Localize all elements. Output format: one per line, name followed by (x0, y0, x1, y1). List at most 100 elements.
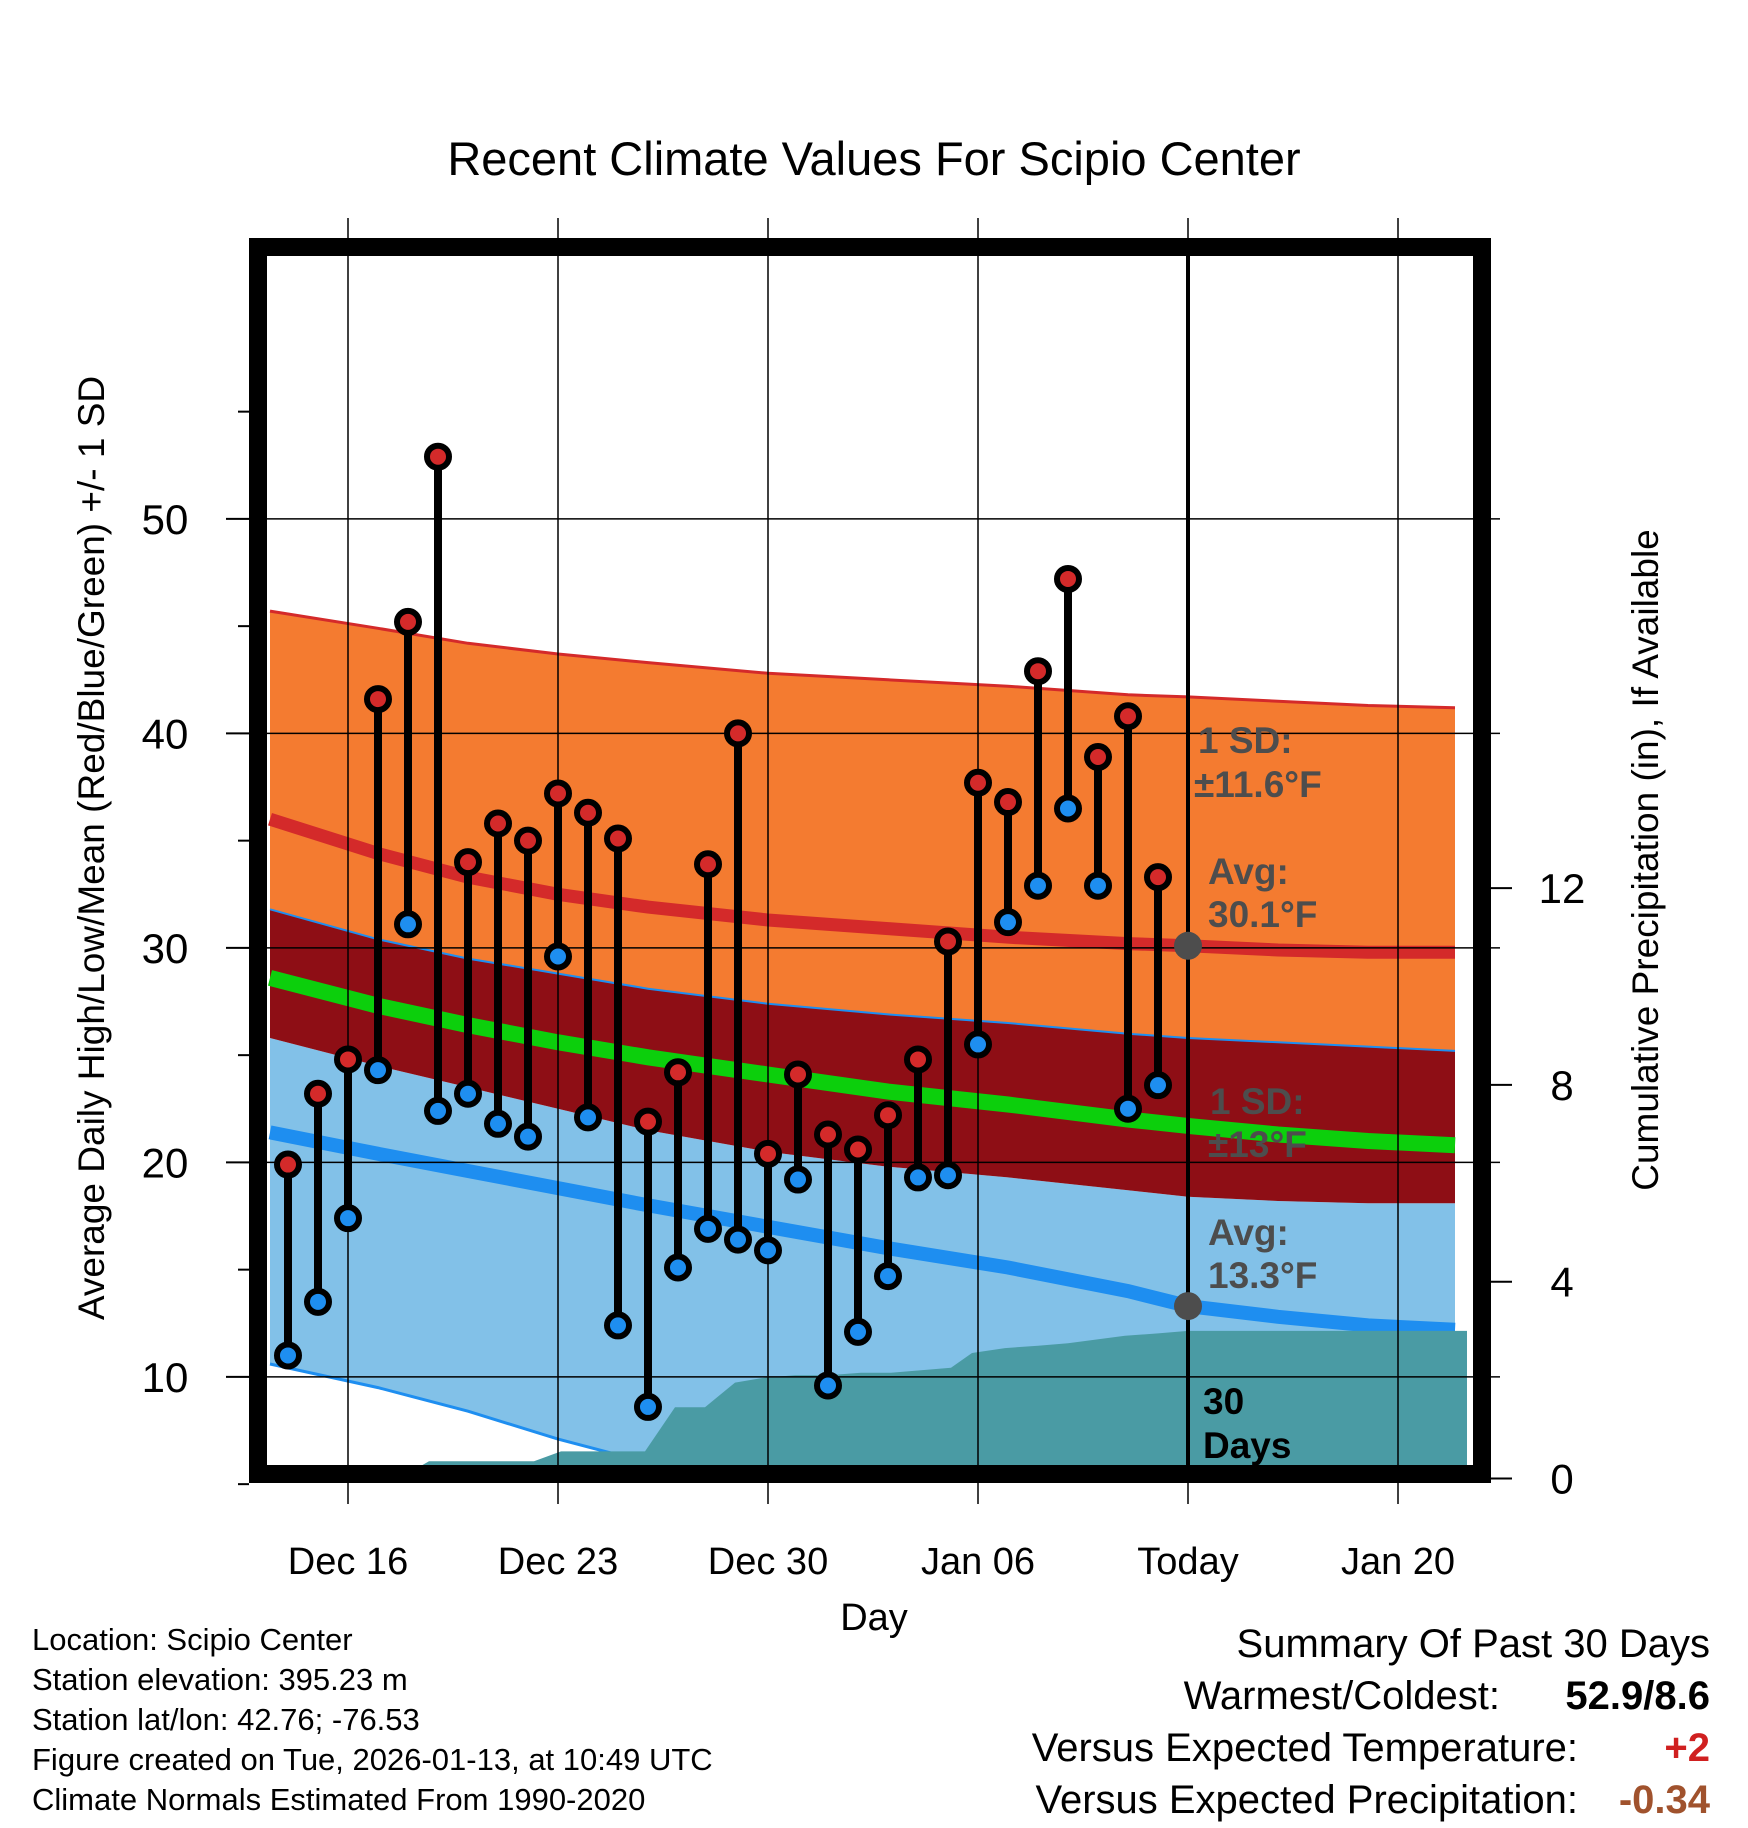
low-lower-line (269, 1362, 714, 1474)
y-tick-label: 40 (142, 710, 189, 757)
low-avg-label: Avg: (1208, 1212, 1289, 1253)
high-avg-value: 30.1°F (1208, 894, 1317, 935)
period-label-days: Days (1203, 1425, 1291, 1466)
obs-high-dot (904, 1045, 932, 1074)
obs-low-dot (634, 1392, 662, 1421)
normals-text: Climate Normals Estimated From 1990-2020 (32, 1782, 646, 1817)
y2-axis-label: Cumulative Precipitation (in), If Availa… (1625, 529, 1666, 1191)
obs-high-dot (1084, 742, 1112, 771)
y-tick-label: 50 (142, 496, 189, 543)
obs-low-dot (604, 1311, 632, 1340)
obs-low-dot (754, 1236, 782, 1265)
obs-high-dot (964, 768, 992, 797)
obs-high-dot (394, 607, 422, 636)
obs-high-dot (934, 927, 962, 956)
obs-low-dot (664, 1253, 692, 1282)
obs-high-dot (454, 848, 482, 877)
precip-versus-value: -0.34 (1618, 1778, 1710, 1822)
x-tick-label: Dec 23 (498, 1541, 618, 1583)
latlon-text: Station lat/lon: 42.76; -76.53 (32, 1702, 420, 1737)
obs-high-dot (334, 1045, 362, 1074)
low-avg-marker (1174, 1292, 1202, 1321)
summary-panel: Summary Of Past 30 Days Warmest/Coldest:… (610, 1618, 1710, 1826)
high-sd-value: ±11.6°F (1194, 764, 1322, 805)
obs-low-dot (394, 910, 422, 939)
obs-high-dot (634, 1107, 662, 1136)
obs-low-dot (1084, 871, 1112, 900)
x-tick-label: Dec 16 (288, 1541, 408, 1583)
obs-low-dot (1114, 1094, 1142, 1123)
y2-tick-label: 4 (1550, 1259, 1573, 1306)
high-avg-marker (1174, 931, 1202, 960)
obs-low-dot (1024, 871, 1052, 900)
high-sd-label: 1 SD: (1198, 720, 1293, 761)
y2-tick-label: 8 (1550, 1062, 1573, 1109)
summary-row-warmest: Warmest/Coldest: 52.9/8.6 (610, 1670, 1710, 1722)
obs-low-dot (274, 1341, 302, 1370)
obs-high-dot (514, 826, 542, 855)
obs-high-dot (784, 1060, 812, 1089)
plot-frame (249, 238, 1491, 1483)
obs-high-dot (724, 719, 752, 748)
obs-high-dot (274, 1150, 302, 1179)
x-tick-label: Jan 20 (1341, 1541, 1455, 1583)
obs-low-dot (844, 1317, 872, 1346)
low-avg-value: 13.3°F (1208, 1255, 1317, 1296)
obs-high-dot (844, 1135, 872, 1164)
obs-low-dot (304, 1287, 332, 1316)
y-tick-label: 10 (142, 1354, 189, 1401)
obs-low-dot (874, 1262, 902, 1291)
obs-high-dot (364, 685, 392, 714)
x-axis-label: Day (840, 1597, 908, 1639)
obs-high-dot (994, 788, 1022, 817)
warmest-coldest-value: 52.9/8.6 (1565, 1674, 1710, 1718)
y-tick-label: 30 (142, 925, 189, 972)
obs-low-dot (994, 908, 1022, 937)
obs-low-dot (334, 1204, 362, 1233)
obs-low-dot (544, 942, 572, 971)
obs-low-dot (364, 1056, 392, 1085)
precip-versus-label: Versus Expected Precipitation: (1035, 1778, 1578, 1822)
obs-high-dot (1114, 702, 1142, 731)
period-label-number: 30 (1203, 1381, 1244, 1422)
obs-high-dot (814, 1120, 842, 1149)
obs-low-dot (514, 1122, 542, 1151)
y-tick-label: 20 (142, 1139, 189, 1186)
plot-area (267, 609, 1467, 1474)
obs-high-dot (424, 442, 452, 471)
obs-low-dot (1054, 794, 1082, 823)
obs-low-dot (814, 1371, 842, 1400)
low-sd-value: ±13°F (1208, 1124, 1307, 1165)
obs-low-dot (724, 1225, 752, 1254)
station-info: Location: Scipio Center Station elevatio… (32, 1620, 713, 1820)
location-text: Location: Scipio Center (32, 1622, 353, 1657)
obs-low-dot (694, 1214, 722, 1243)
x-tick-label: Jan 06 (921, 1541, 1035, 1583)
obs-low-dot (424, 1096, 452, 1125)
temp-versus-value: +2 (1664, 1726, 1710, 1770)
created-text: Figure created on Tue, 2026-01-13, at 10… (32, 1742, 713, 1777)
obs-high-dot (754, 1139, 782, 1168)
low-sd-label: 1 SD: (1210, 1081, 1305, 1122)
obs-high-dot (1024, 657, 1052, 686)
obs-high-dot (694, 850, 722, 879)
obs-low-dot (1144, 1071, 1172, 1100)
obs-high-dot (604, 824, 632, 853)
obs-low-dot (904, 1163, 932, 1192)
obs-high-dot (874, 1101, 902, 1130)
high-avg-label: Avg: (1208, 851, 1289, 892)
obs-high-dot (664, 1058, 692, 1087)
summary-row-temp: Versus Expected Temperature: +2 (610, 1722, 1710, 1774)
precipitation-area (406, 1330, 1467, 1474)
y2-tick-label: 0 (1550, 1456, 1573, 1503)
high-upper-line (269, 609, 1456, 710)
summary-row-precip: Versus Expected Precipitation: -0.34 (610, 1774, 1710, 1826)
obs-low-dot (454, 1079, 482, 1108)
temp-versus-label: Versus Expected Temperature: (1031, 1726, 1578, 1770)
elevation-text: Station elevation: 395.23 m (32, 1662, 408, 1697)
obs-high-dot (574, 798, 602, 827)
obs-high-dot (1144, 863, 1172, 892)
obs-high-dot (304, 1079, 332, 1108)
obs-high-dot (1054, 564, 1082, 593)
